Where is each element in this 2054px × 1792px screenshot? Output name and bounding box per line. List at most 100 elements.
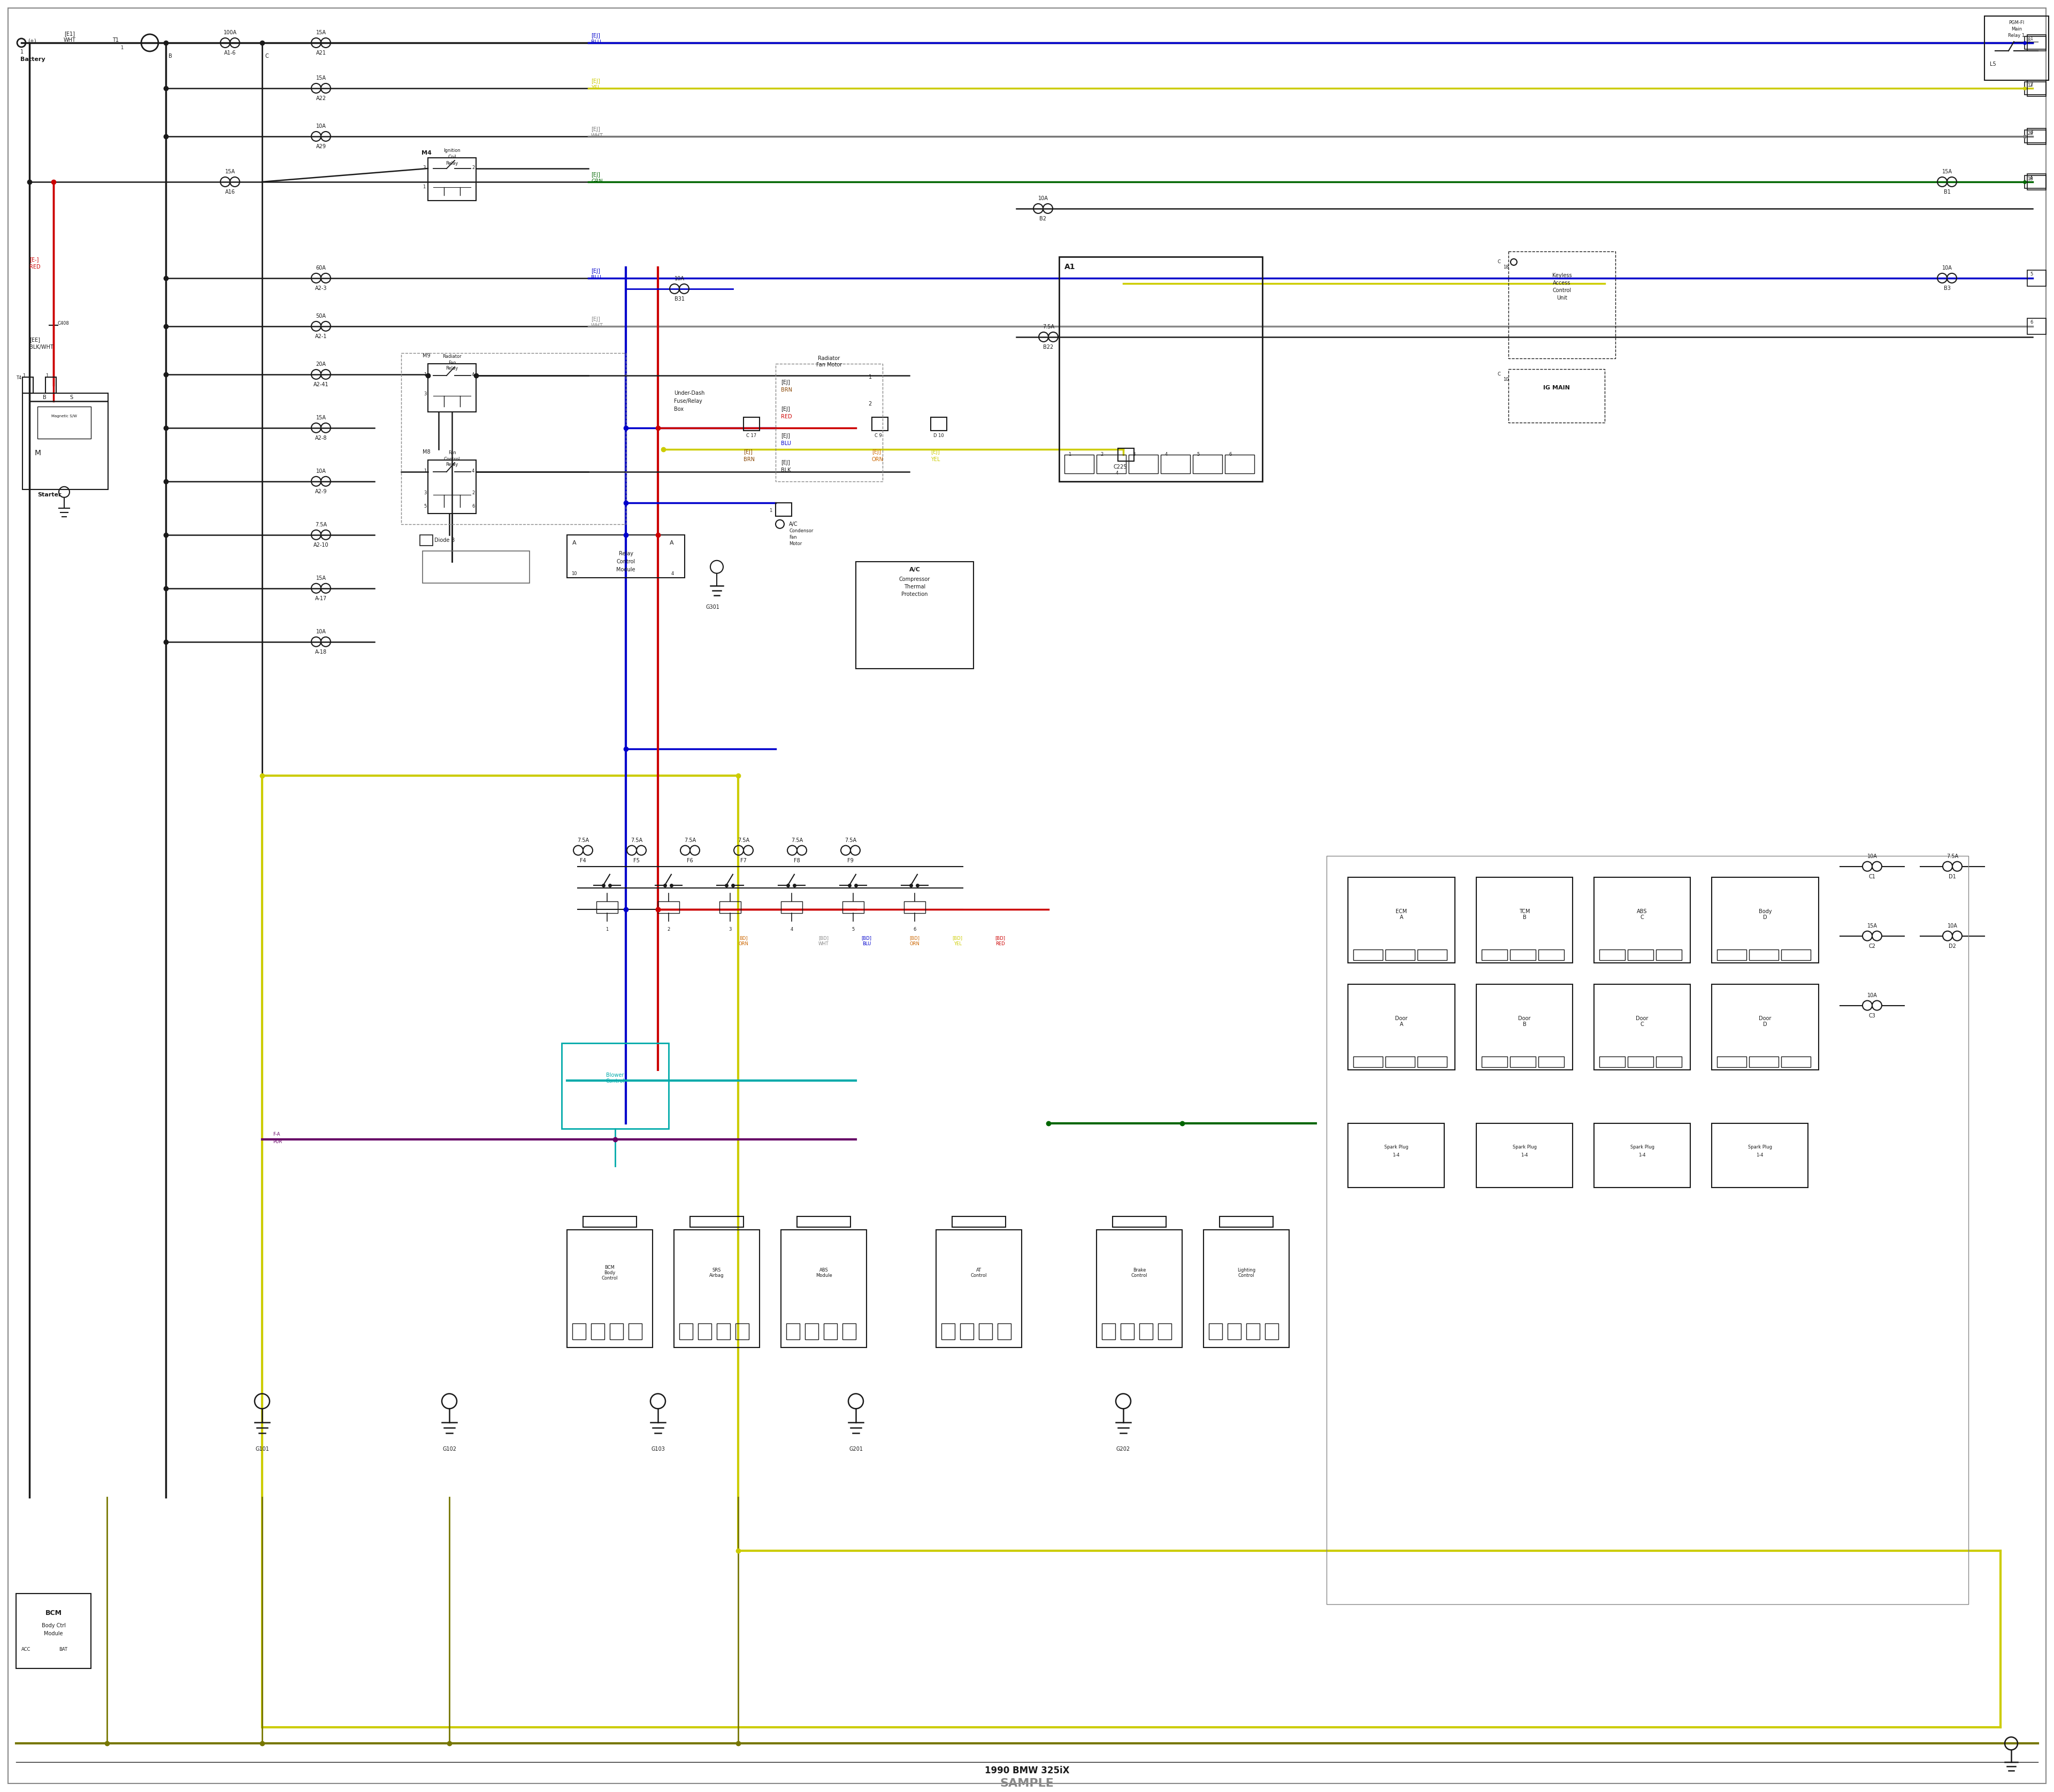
Text: Under-Dash: Under-Dash: [674, 391, 705, 396]
Bar: [1477, 1124, 1573, 1188]
Text: M8: M8: [423, 450, 431, 455]
Text: A22: A22: [316, 95, 327, 100]
Text: G201: G201: [848, 1446, 863, 1452]
Text: [BD]
BLU: [BD] BLU: [861, 935, 871, 946]
Bar: [871, 418, 887, 430]
Text: Battery: Battery: [21, 57, 45, 63]
Text: 4: 4: [672, 572, 674, 575]
Text: 10A: 10A: [1867, 993, 1877, 998]
Text: Keyless: Keyless: [1553, 272, 1571, 278]
Text: 6: 6: [1228, 452, 1232, 457]
Bar: [1711, 1124, 1808, 1188]
Text: G102: G102: [442, 1446, 456, 1452]
Text: A: A: [573, 539, 577, 545]
Bar: [959, 1324, 974, 1340]
Bar: [1097, 455, 1126, 473]
Text: 15A: 15A: [316, 416, 327, 421]
Bar: [1750, 950, 1779, 961]
Text: BRN: BRN: [781, 387, 793, 392]
Text: Module: Module: [616, 566, 635, 572]
Bar: [427, 364, 477, 412]
Bar: [1594, 876, 1690, 962]
Bar: [1627, 1055, 1653, 1066]
Text: C: C: [1497, 371, 1501, 376]
Bar: [1354, 950, 1382, 961]
Text: M4: M4: [421, 151, 431, 156]
Text: G101: G101: [255, 1446, 269, 1452]
Text: 20A: 20A: [316, 362, 327, 367]
Text: 15A: 15A: [226, 168, 234, 174]
Text: 50A: 50A: [316, 314, 327, 319]
Bar: [427, 158, 477, 201]
Bar: [1204, 1229, 1290, 1348]
Bar: [776, 364, 883, 482]
Text: [EJ]: [EJ]: [781, 380, 791, 385]
Text: F8: F8: [793, 858, 801, 864]
Text: Brake
Control: Brake Control: [1132, 1267, 1148, 1278]
Bar: [1117, 448, 1134, 461]
Bar: [1508, 369, 1604, 423]
Text: T4: T4: [16, 376, 21, 380]
Text: 15A: 15A: [1867, 923, 1877, 928]
Bar: [1247, 1324, 1259, 1340]
Text: 2: 2: [668, 926, 670, 932]
Bar: [1600, 1055, 1625, 1066]
Text: [EJ]: [EJ]: [781, 407, 791, 412]
Text: M: M: [35, 450, 41, 457]
Text: 18: 18: [1504, 265, 1510, 269]
Bar: [690, 1217, 744, 1228]
Text: Spark Plug: Spark Plug: [1512, 1145, 1536, 1149]
Bar: [953, 1217, 1006, 1228]
Bar: [1097, 1229, 1183, 1348]
Text: 1-4: 1-4: [1639, 1152, 1645, 1158]
Bar: [1750, 1055, 1779, 1066]
Text: A1: A1: [1064, 263, 1076, 271]
Text: C3: C3: [1869, 1012, 1875, 1018]
Text: 7.5A: 7.5A: [684, 837, 696, 842]
Text: B: B: [43, 394, 47, 400]
Text: Diode B: Diode B: [433, 538, 454, 543]
Text: [EJ]: [EJ]: [592, 269, 600, 274]
Bar: [797, 1217, 850, 1228]
Text: Box: Box: [674, 407, 684, 412]
Text: Spark Plug: Spark Plug: [1631, 1145, 1653, 1149]
Bar: [1600, 950, 1625, 961]
Text: 10A: 10A: [1037, 195, 1048, 201]
Text: Fuse/Relay: Fuse/Relay: [674, 398, 702, 403]
Text: BLK/WHT: BLK/WHT: [29, 344, 53, 349]
Text: 15A: 15A: [316, 575, 327, 581]
Text: 4: 4: [1165, 452, 1167, 457]
Bar: [1984, 16, 2048, 81]
Bar: [23, 392, 109, 489]
Text: [BD]
ORN: [BD] ORN: [910, 935, 920, 946]
Text: BAT: BAT: [60, 1647, 68, 1652]
Text: WHT: WHT: [592, 133, 604, 138]
Text: RED: RED: [29, 263, 41, 269]
Text: A2-9: A2-9: [314, 489, 327, 495]
Text: L5: L5: [1990, 61, 1996, 66]
Bar: [930, 418, 947, 430]
Bar: [1538, 1055, 1563, 1066]
Text: 12: 12: [2027, 82, 2033, 88]
Text: [EJ]: [EJ]: [744, 450, 752, 455]
Text: Module: Module: [43, 1631, 64, 1636]
Text: C: C: [1497, 260, 1501, 263]
Bar: [674, 1229, 760, 1348]
Text: Spark Plug: Spark Plug: [1748, 1145, 1773, 1149]
Bar: [1228, 1324, 1241, 1340]
Bar: [1594, 984, 1690, 1070]
Text: 1: 1: [1068, 452, 1072, 457]
Text: [EJ]: [EJ]: [592, 79, 600, 84]
Text: 28: 28: [2027, 131, 2033, 136]
Bar: [1481, 950, 1508, 961]
Text: 4: 4: [791, 926, 793, 932]
Text: Magnetic S/W: Magnetic S/W: [51, 414, 76, 418]
Text: Thermal: Thermal: [904, 584, 926, 590]
Text: WHT: WHT: [64, 38, 76, 43]
Bar: [1354, 1055, 1382, 1066]
Text: Relay 1: Relay 1: [2009, 34, 2025, 38]
Text: Main: Main: [2011, 27, 2021, 32]
Text: A21: A21: [316, 50, 327, 56]
Bar: [805, 1324, 817, 1340]
Text: B1: B1: [1943, 190, 1951, 195]
